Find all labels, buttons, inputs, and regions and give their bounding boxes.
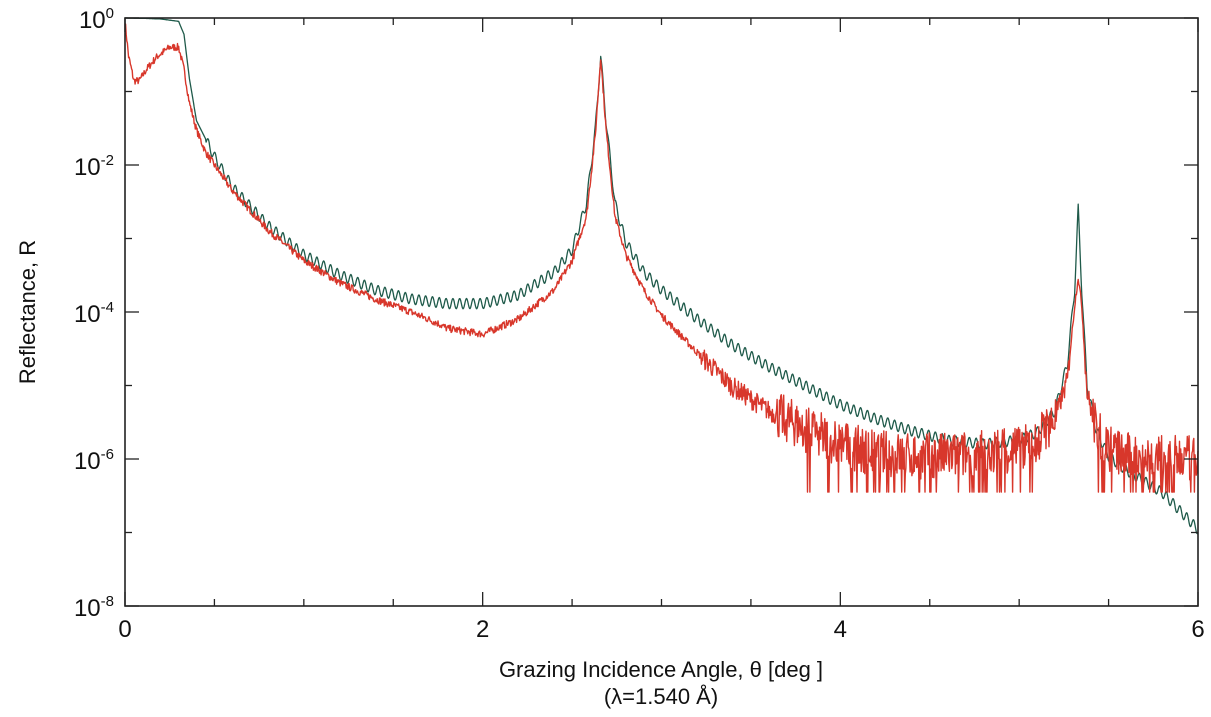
x-tick-label: 0 xyxy=(118,616,131,643)
series-line-measured xyxy=(124,23,1199,493)
y-tick-label: 10-8 xyxy=(74,593,114,622)
y-axis-label: Reflectance, R xyxy=(15,240,40,384)
tick-labels-layer: 0 2 4 6 100 10-2 10-4 10-6 10-8 xyxy=(74,5,1205,643)
x-tick-label: 6 xyxy=(1191,616,1204,643)
series-layer xyxy=(124,17,1199,535)
series-line-model xyxy=(124,17,1199,535)
plot-frame xyxy=(124,17,1199,607)
y-tick-label: 100 xyxy=(79,5,114,34)
x-axis-sublabel: (λ=1.540 Å) xyxy=(604,684,718,709)
x-tick-label: 4 xyxy=(834,616,847,643)
ticks-layer xyxy=(124,17,1199,607)
y-tick-label: 10-2 xyxy=(74,152,114,181)
x-axis-label: Grazing Incidence Angle, θ [deg ] xyxy=(499,657,823,682)
y-tick-label: 10-6 xyxy=(74,446,114,475)
y-tick-label: 10-4 xyxy=(74,299,114,328)
x-tick-label: 2 xyxy=(476,616,489,643)
